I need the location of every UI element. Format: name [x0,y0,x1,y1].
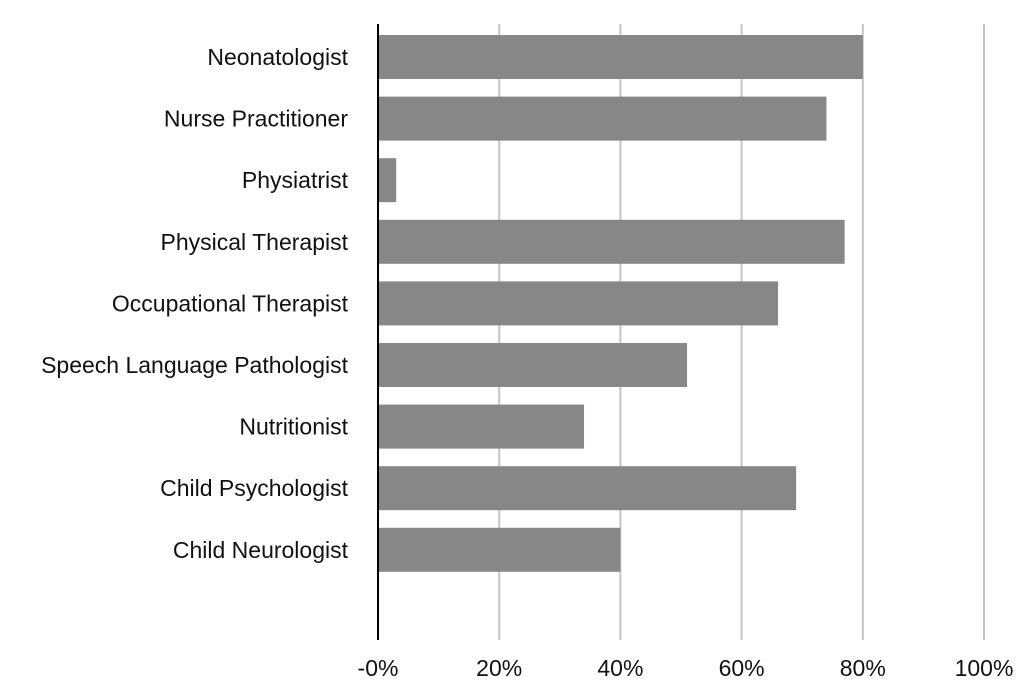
category-label: Neonatologist [207,44,348,70]
bar-physical-therapist [378,219,845,264]
x-tick-labels: -0% 20% 40% 60% 80% 100% [358,655,1014,681]
category-label: Child Neurologist [173,537,349,563]
bar-occupational-therapist [378,281,778,326]
bar-nurse-practitioner [378,96,827,141]
bars [378,35,863,572]
bar-child-neurologist [378,527,621,572]
bar-speech-language-pathologist [378,343,688,387]
category-label: Physical Therapist [161,229,349,255]
bar-physiatrist [378,158,397,203]
category-label: Nutritionist [239,414,348,440]
category-label: Speech Language Pathologist [41,352,349,378]
x-tick-label: -0% [358,655,399,681]
bar-child-psychologist [378,466,797,511]
category-label: Physiatrist [242,167,349,193]
bar-nutritionist [378,404,585,449]
x-tick-label: 100% [955,655,1014,681]
category-labels: Neonatologist Nurse Practitioner Physiatri… [41,44,349,563]
category-label: Occupational Therapist [112,290,349,316]
x-tick-label: 40% [597,655,643,681]
x-tick-label: 60% [719,655,765,681]
category-label: Nurse Practitioner [164,106,348,132]
x-tick-label: 80% [840,655,886,681]
x-tick-label: 20% [476,655,522,681]
bar-neonatologist [378,35,863,79]
category-label: Child Psychologist [160,475,349,501]
